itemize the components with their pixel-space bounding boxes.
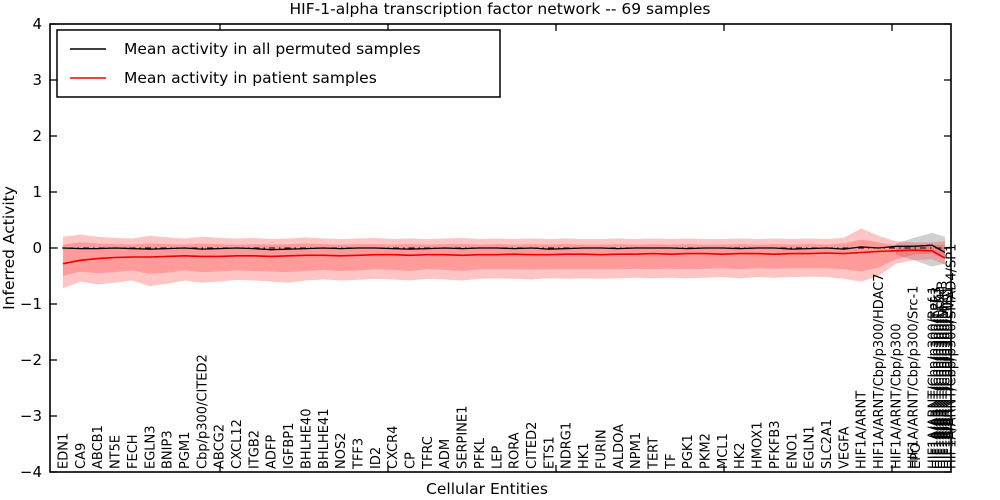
x-category-label: HIF1A/ARNT/Cbp/p300/ELK1	[933, 287, 948, 469]
x-category-label: HIF1A/ARNT/Cbp/p300/Src-1	[907, 286, 922, 469]
x-axis-label: Cellular Entities	[426, 480, 548, 498]
x-category-label: NDRG1	[560, 422, 575, 469]
patient-confidence-band-outer	[63, 228, 945, 289]
x-category-label: CP	[404, 452, 419, 469]
x-category-label: BNIP3	[161, 430, 176, 469]
x-category-label: FURIN	[594, 429, 609, 469]
x-category-label: TFF3	[351, 438, 366, 470]
x-category-label: ADFP	[265, 435, 280, 469]
x-category-label: HIF1A/ARNT/Cbp/p300	[889, 323, 904, 469]
x-category-label: EPO	[909, 443, 924, 469]
x-category-label: NPM1	[629, 432, 644, 469]
x-category-label: NT5E	[109, 435, 124, 469]
y-tick-label: −3	[20, 407, 42, 425]
legend-frame	[56, 29, 501, 98]
x-category-label: ALDOA	[612, 424, 627, 469]
x-category-labels: EDN1 CA9 ABCB1 NT5E FECH EGLN3 BNIP3 PGM1 Cbp/p3…	[57, 244, 960, 470]
y-tick-label: −2	[20, 351, 42, 369]
x-category-label: HIF1A/ARNT/Cbp/p300/NF-kB	[936, 281, 951, 469]
x-category-label: ABCB1	[91, 425, 106, 469]
x-category-label: CXCR4	[386, 426, 401, 469]
legend-label-patient: Mean activity in patient samples	[124, 69, 377, 87]
legend: Mean activity in all permuted samples Me…	[56, 29, 501, 98]
x-category-label: BHLHE40	[299, 409, 314, 469]
mean-patient-line	[62, 249, 946, 265]
x-category-label: HIF1A/ARNT/Cbp/p300/TP53	[930, 287, 945, 469]
x-category-label: ETS1	[542, 436, 557, 469]
x-category-label: HIF1A/ARNT	[855, 391, 870, 469]
y-tick-label: 0	[32, 239, 42, 257]
x-category-label: Cbp/p300/CITED2	[195, 354, 210, 469]
y-axis-ticks: 4 3 2 1 0 −1 −2 −3 −4	[20, 15, 951, 481]
x-category-label: PGM1	[178, 432, 193, 469]
x-category-label: HIF1A/ARNT/Cbp/p300/ETS1	[942, 286, 957, 469]
x-category-label: CA9	[74, 443, 89, 469]
x-category-label: TF	[664, 454, 679, 470]
x-category-label: HIF1A/ARNT/Cbp/p300/SMAD4/SP1	[945, 244, 960, 469]
y-tick-label: 1	[32, 183, 42, 201]
x-category-label: ITGB2	[247, 430, 262, 469]
x-category-label: ABCG2	[213, 424, 228, 469]
chart-title: HIF-1-alpha transcription factor network…	[290, 0, 711, 18]
x-category-label: RORA	[508, 432, 523, 469]
x-category-label: NOS2	[334, 433, 349, 469]
x-category-label: HK1	[577, 442, 592, 469]
x-category-label: LEP	[490, 446, 505, 469]
y-tick-label: −4	[20, 463, 42, 481]
x-category-label: HIF1A/ARNT/Cbp/p300/HDAC7	[872, 273, 887, 469]
x-category-label: FECH	[126, 434, 141, 469]
y-tick-label: 2	[32, 127, 42, 145]
x-category-label: PKM2	[699, 433, 714, 469]
x-category-label: PFKFB3	[768, 420, 783, 469]
x-category-label: PFKL	[473, 437, 488, 469]
x-category-label: EDN1	[57, 433, 72, 469]
x-category-label: HIF1A/ARNT/Cbp/p300/MYC	[939, 291, 954, 469]
x-category-label: PGK1	[681, 434, 696, 469]
x-category-label: CXCL12	[230, 419, 245, 469]
x-category-label: HIF1A/ARNT/Cbp/p300/Ref-1	[927, 286, 942, 469]
x-category-label: TERT	[646, 437, 661, 470]
x-category-label: BHLHE41	[317, 409, 332, 469]
x-category-label: CITED2	[525, 422, 540, 469]
legend-label-permuted: Mean activity in all permuted samples	[124, 40, 421, 58]
x-category-label: VEGFA	[837, 427, 852, 469]
x-category-label: ENO1	[785, 433, 800, 469]
x-category-label: EGLN1	[803, 425, 818, 469]
y-tick-label: −1	[20, 295, 42, 313]
plot-frame	[49, 23, 952, 473]
mean-permuted-line	[62, 244, 946, 254]
y-axis-label: Inferred Activity	[0, 186, 18, 310]
x-category-label: MCL1	[716, 433, 731, 469]
x-category-label: ADM	[438, 439, 453, 469]
x-category-label: EGLN3	[143, 425, 158, 469]
x-category-label: ID2	[369, 447, 384, 469]
x-category-label: HMOX1	[751, 421, 766, 469]
x-category-label: SLC2A1	[820, 419, 835, 469]
x-category-label: IGFBP1	[282, 423, 297, 469]
y-tick-label: 3	[32, 71, 42, 89]
x-category-label: HK2	[733, 442, 748, 469]
x-category-label: TFRC	[421, 436, 436, 470]
x-category-label: SERPINE1	[456, 406, 471, 469]
y-tick-label: 4	[32, 15, 42, 33]
